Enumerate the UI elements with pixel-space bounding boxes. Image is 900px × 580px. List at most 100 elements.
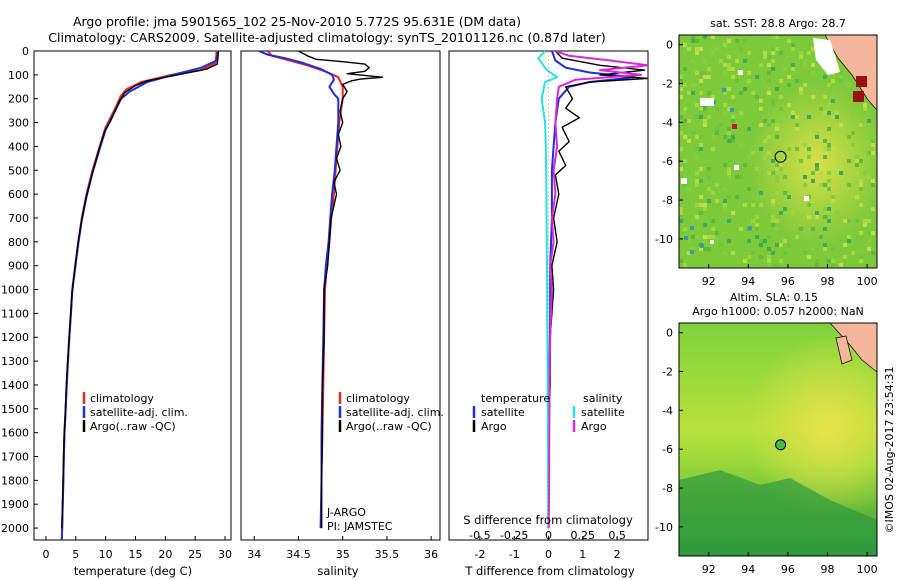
sst-cell (867, 239, 871, 243)
sst-cell (859, 259, 863, 263)
sst-cell (703, 239, 707, 243)
sst-cell (703, 247, 707, 251)
sst-cell (759, 255, 763, 259)
sst-cell (807, 203, 811, 207)
sst-cell (759, 107, 763, 111)
sst-cell (815, 259, 819, 263)
sst-cell (699, 203, 703, 207)
sst-cell (727, 67, 731, 71)
sla-map-panel: Altim. SLA: 0.15 Argo h1000: 0.057 h2000… (655, 291, 878, 576)
sst-cool-cell (730, 108, 734, 112)
sst-cell (767, 63, 771, 67)
sst-cell (747, 155, 751, 159)
sst-cell (731, 35, 735, 39)
depth-axis: 0 100 200 300 400 500 600 700 800 900 1000 1100 1200… (1, 45, 38, 535)
sst-cell (747, 127, 751, 131)
sst-cell (759, 99, 763, 103)
sst-cell (779, 79, 783, 83)
depth-tick-label: 1400 (1, 379, 29, 392)
sst-cell (759, 239, 763, 243)
sst-cell (683, 111, 687, 115)
sst-cell (827, 179, 831, 183)
sst-cell (827, 167, 831, 171)
map-x-tick-label: 100 (857, 563, 878, 576)
sst-cell (867, 151, 871, 155)
sst-cell (811, 71, 815, 75)
map-y-tick-label: -2 (662, 366, 673, 379)
sst-cell (775, 167, 779, 171)
temperature-frame (33, 50, 232, 541)
x-tick-label: 35 (336, 548, 350, 561)
sst-cell (831, 147, 835, 151)
sst-cell (731, 139, 735, 143)
sst-cell (747, 187, 751, 191)
sst-cell (703, 207, 707, 211)
sst-cell (687, 251, 691, 255)
sst-cell (823, 75, 827, 79)
sst-cell (755, 215, 759, 219)
sst-cell (815, 263, 819, 267)
legend-temperature-heading: temperature (481, 392, 550, 405)
depth-tick-label: 600 (8, 188, 29, 201)
depth-tick-label: 1200 (1, 331, 29, 344)
sst-cell (727, 171, 731, 175)
sst-cell (851, 251, 855, 255)
sst-cell (803, 251, 807, 255)
sst-cell (807, 115, 811, 119)
sst-cell (831, 263, 835, 267)
sst-cell (775, 123, 779, 127)
sst-cell (763, 139, 767, 143)
sst-cell (791, 63, 795, 67)
sst-cell (867, 247, 871, 251)
sst-cell (735, 39, 739, 43)
sst-cell (815, 167, 819, 171)
map-y-tick-label: -4 (662, 116, 673, 129)
salinity-x-ticks: 34 34.5 35 35.5 36 (247, 536, 438, 561)
sla-map-subtitle: Argo h1000: 0.057 h2000: NaN (692, 305, 864, 318)
sst-cell (799, 119, 803, 123)
sst-cell (723, 187, 727, 191)
legend-s-satellite-label: satellite (581, 406, 625, 419)
s-tick-label: -0.25 (500, 529, 528, 542)
sst-cell (695, 147, 699, 151)
sst-cell (831, 99, 835, 103)
sst-cell (695, 71, 699, 75)
sst-cell (767, 235, 771, 239)
sst-cell (679, 215, 683, 219)
sst-cool-cell (748, 226, 752, 230)
sst-cell (695, 51, 699, 55)
sst-map-hot-pixel (853, 91, 864, 102)
sst-cell (703, 75, 707, 79)
map-y-tick-label: 0 (666, 39, 673, 52)
sst-cell (859, 203, 863, 207)
sst-cell (807, 151, 811, 155)
sst-cell (807, 99, 811, 103)
sst-cell (779, 167, 783, 171)
sst-cell (699, 247, 703, 251)
x-tick-label: 10 (99, 548, 113, 561)
sst-missing-cell (734, 165, 739, 170)
sst-cell (823, 111, 827, 115)
sst-cell (863, 107, 867, 111)
depth-tick-label: 2000 (1, 522, 29, 535)
sst-cell (755, 95, 759, 99)
sst-cell (779, 243, 783, 247)
sst-cell (771, 103, 775, 107)
sst-cell (835, 111, 839, 115)
sst-cell (871, 139, 875, 143)
sst-cell (799, 55, 803, 59)
sst-cell (823, 155, 827, 159)
sst-cell (779, 107, 783, 111)
difference-panel: -2 -1 0 1 2 -0.5 -0.25 0 0.25 0.5 S difference fr… (448, 50, 649, 578)
sst-cell (679, 79, 683, 83)
x-tick-label: 1 (579, 548, 586, 561)
sst-cell (859, 183, 863, 187)
sst-cell (767, 151, 771, 155)
sst-map-y-ticks: 0 -2 -4 -6 -8 -10 (655, 39, 683, 246)
sst-cell (831, 79, 835, 83)
sst-cell (767, 263, 771, 267)
sst-cell (763, 239, 767, 243)
s-tick-label: -0.5 (469, 529, 490, 542)
sst-cell (863, 219, 867, 223)
